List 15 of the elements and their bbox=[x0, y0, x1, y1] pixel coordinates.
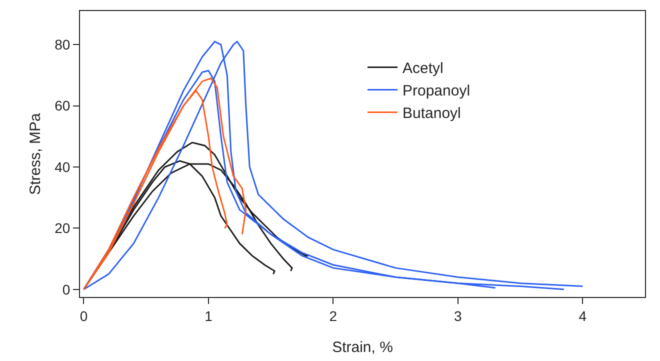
x-axis-title: Strain, % bbox=[332, 339, 393, 356]
legend-label: Butanoyl bbox=[402, 105, 461, 122]
y-tick-label: 0 bbox=[62, 281, 70, 298]
y-tick-label: 80 bbox=[54, 36, 70, 53]
x-tick-label: 0 bbox=[80, 308, 88, 324]
y-tick-label: 60 bbox=[54, 98, 70, 114]
x-tick-label: 4 bbox=[578, 308, 587, 324]
x-tick-label: 2 bbox=[329, 308, 338, 324]
y-tick-label: 40 bbox=[54, 158, 70, 175]
y-tick-label: 20 bbox=[54, 220, 70, 236]
legend-label: Propanoyl bbox=[402, 82, 470, 100]
legend-label: Acetyl bbox=[402, 60, 444, 78]
x-tick-label: 1 bbox=[204, 308, 213, 324]
x-tick-label: 3 bbox=[454, 308, 462, 324]
y-axis-title: Stress, MPa bbox=[27, 112, 44, 195]
